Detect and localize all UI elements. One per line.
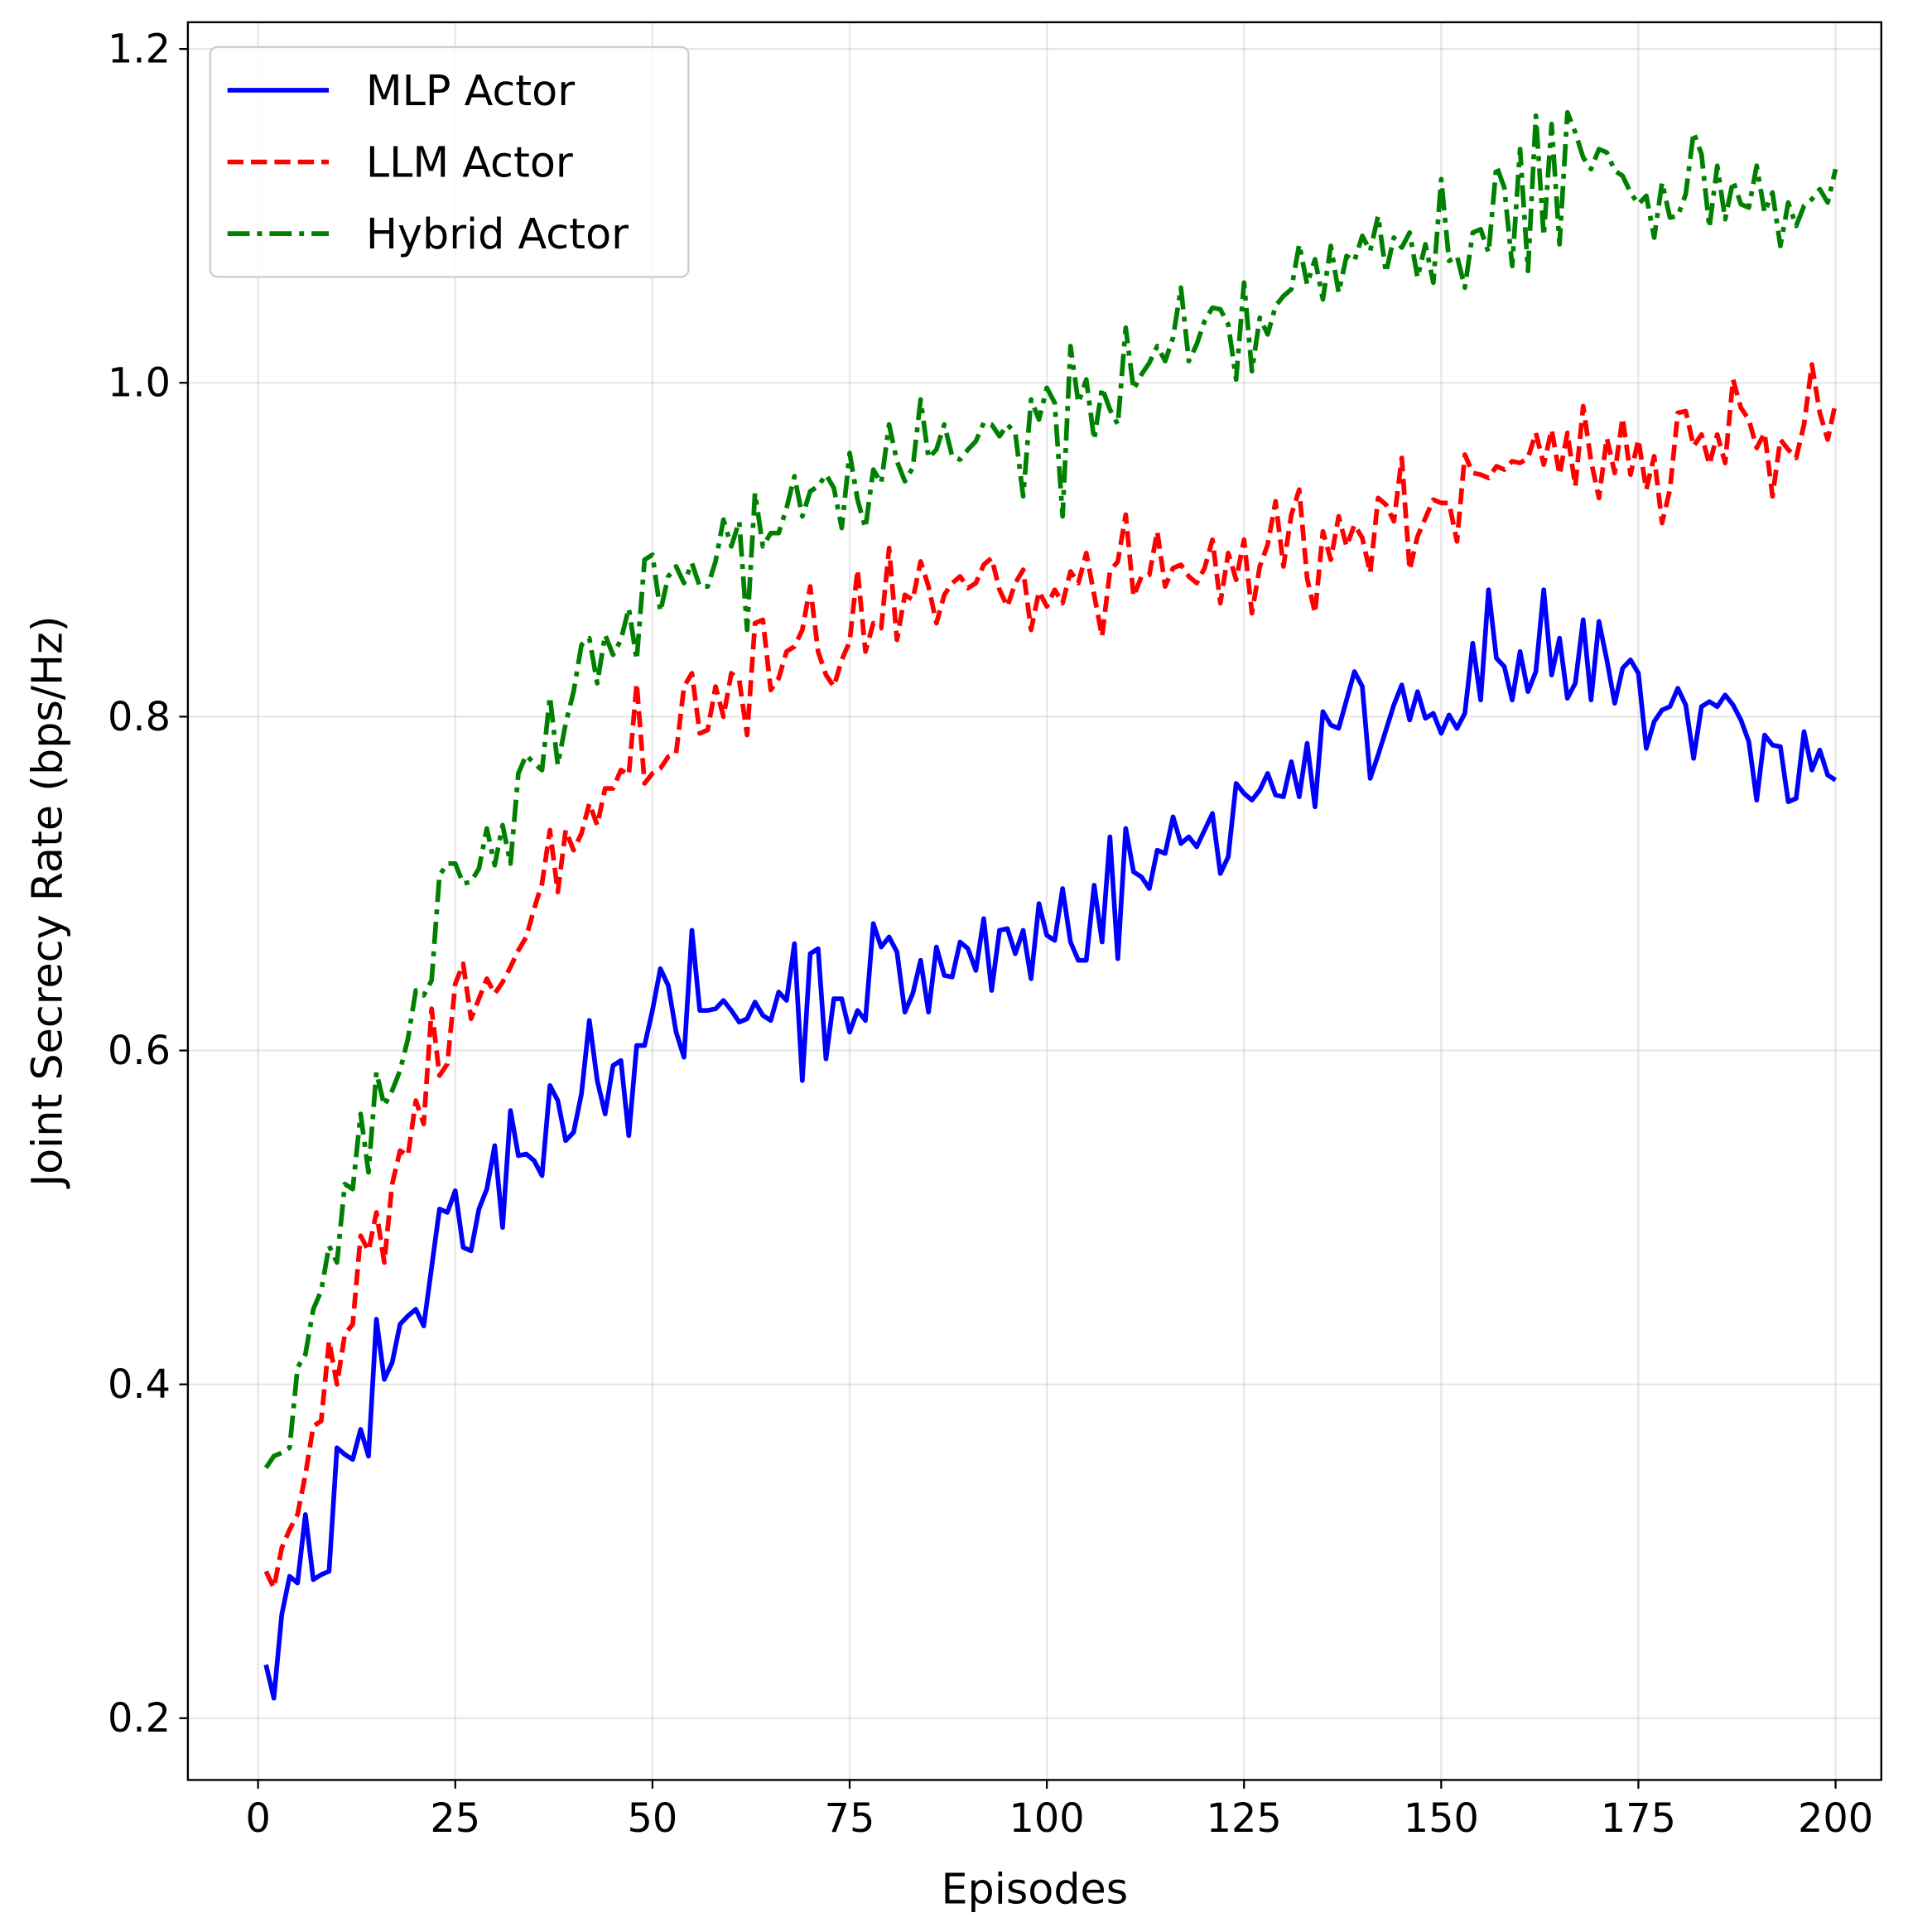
legend-label: Hybrid Actor <box>366 210 629 258</box>
x-tick-label: 150 <box>1404 1796 1479 1842</box>
y-tick-label: 1.0 <box>108 361 171 407</box>
x-tick-label: 0 <box>245 1796 270 1842</box>
x-tick-label: 125 <box>1207 1796 1282 1842</box>
y-tick-label: 1.2 <box>108 27 171 73</box>
legend-label: MLP Actor <box>366 66 575 115</box>
legend: MLP Actor LLM Actor Hybrid Actor <box>209 46 690 278</box>
x-tick-label: 100 <box>1009 1796 1085 1842</box>
x-tick-label: 75 <box>825 1796 875 1842</box>
y-tick-label: 0.2 <box>108 1696 171 1742</box>
y-tick-label: 0.6 <box>108 1029 171 1074</box>
legend-box <box>209 46 690 278</box>
legend-label: LLM Actor <box>366 137 573 186</box>
series-line <box>263 109 1838 1470</box>
y-axis-label: Joint Secrecy Rate (bps/Hz) <box>23 615 72 1188</box>
series-line <box>263 362 1838 1591</box>
y-tick-label: 0.8 <box>108 695 171 740</box>
x-tick-label: 200 <box>1798 1796 1873 1842</box>
x-tick-label: 50 <box>627 1796 677 1842</box>
series-line <box>263 587 1838 1701</box>
x-tick-label: 25 <box>430 1796 480 1842</box>
x-tick-label: 175 <box>1601 1796 1676 1842</box>
x-axis-label: Episodes <box>941 1865 1128 1914</box>
plot-frame <box>186 21 1882 1781</box>
y-tick-label: 0.4 <box>108 1362 171 1408</box>
